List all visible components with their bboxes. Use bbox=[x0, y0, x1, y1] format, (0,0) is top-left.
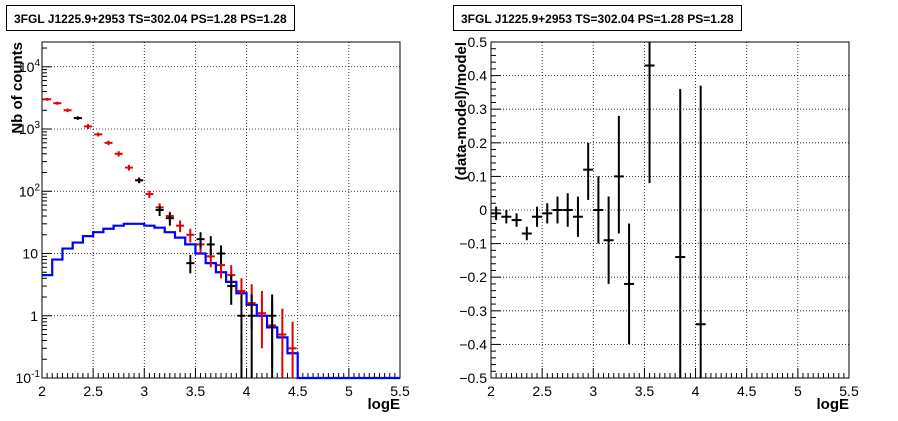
y-tick-label: 1 bbox=[30, 308, 38, 324]
plot-frame bbox=[41, 41, 401, 379]
residuals-panel: 3FGL J1225.9+2953 TS=302.04 PS=1.28 PS=1… bbox=[449, 0, 898, 421]
x-tick-label: 4.5 bbox=[737, 383, 757, 399]
y-tick-label: 104 bbox=[19, 58, 41, 75]
x-tick-label: 5.5 bbox=[839, 383, 859, 399]
plot-frame bbox=[490, 41, 850, 379]
y-tick-label: 0.2 bbox=[468, 135, 488, 151]
y-tick-label: −0.3 bbox=[459, 303, 487, 319]
x-tick-label: 4 bbox=[692, 383, 700, 399]
counts-chart: 2 2.5 3 3.5 4 4.5 5 5.5 10-1 1 10 102 103 104 logE Nb o… bbox=[9, 41, 410, 413]
y-tick-label: 103 bbox=[19, 120, 41, 137]
x-tick-label: 2 bbox=[38, 383, 46, 399]
x-tick-label: 5.5 bbox=[390, 383, 410, 399]
y-tick-label: 0.5 bbox=[468, 34, 488, 50]
y-tick-label: 0.3 bbox=[468, 101, 488, 117]
y-axis-label: (data-model)/model bbox=[453, 42, 470, 180]
residuals-title: 3FGL J1225.9+2953 TS=302.04 PS=1.28 PS=1… bbox=[453, 5, 742, 31]
x-tick-label: 3 bbox=[140, 383, 148, 399]
x-tick-label: 5 bbox=[794, 383, 802, 399]
x-tick-label: 3 bbox=[589, 383, 597, 399]
y-tick-label: −0.2 bbox=[459, 269, 487, 285]
y-tick-label: −0.4 bbox=[459, 336, 487, 352]
y-tick-label: 10-1 bbox=[16, 369, 41, 386]
x-tick-label: 4 bbox=[243, 383, 251, 399]
residuals-chart: 2 2.5 3 3.5 4 4.5 5 5.5 −0.5 −0.4 −0.3 −0.2 −0.1 0 0.1… bbox=[453, 34, 859, 413]
x-tick-label: 5 bbox=[345, 383, 353, 399]
counts-title: 3FGL J1225.9+2953 TS=302.04 PS=1.28 PS=1… bbox=[6, 5, 295, 31]
x-tick-label: 3.5 bbox=[186, 383, 206, 399]
x-tick-label: 2.5 bbox=[532, 383, 552, 399]
x-tick-label: 2.5 bbox=[83, 383, 103, 399]
x-axis-label: logE bbox=[817, 396, 850, 413]
x-axis-label: logE bbox=[368, 396, 401, 413]
x-tick-label: 3.5 bbox=[635, 383, 655, 399]
y-tick-label: 102 bbox=[19, 182, 41, 199]
x-tick-label: 4.5 bbox=[288, 383, 308, 399]
y-tick-label: −0.1 bbox=[459, 236, 487, 252]
y-tick-label: 0.4 bbox=[468, 68, 488, 84]
y-tick-label: 10 bbox=[22, 246, 38, 262]
y-tick-label: 0 bbox=[479, 202, 487, 218]
y-tick-label: 0.1 bbox=[468, 168, 488, 184]
counts-panel: 3FGL J1225.9+2953 TS=302.04 PS=1.28 PS=1… bbox=[6, 5, 410, 413]
y-axis-label: Nb of counts bbox=[9, 42, 26, 134]
y-tick-label: −0.5 bbox=[459, 370, 487, 386]
model-histogram bbox=[42, 222, 400, 380]
x-tick-label: 2 bbox=[487, 383, 495, 399]
